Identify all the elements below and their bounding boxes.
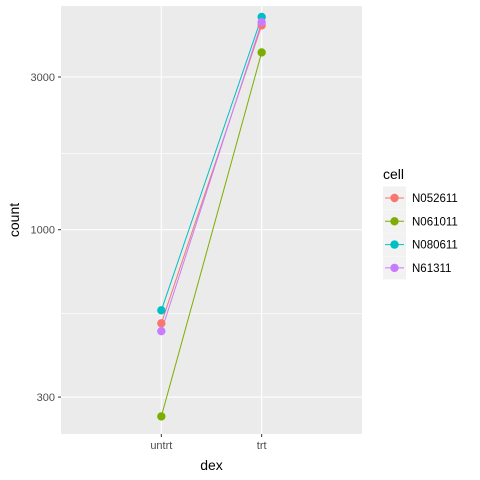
series-lines bbox=[160, 16, 263, 417]
legend-label: N052611 bbox=[412, 193, 458, 205]
legend-key-point bbox=[390, 217, 399, 226]
y-tick-label: 300 bbox=[37, 392, 55, 404]
legend-key-point bbox=[390, 240, 399, 249]
series-line bbox=[160, 52, 263, 417]
series-line bbox=[160, 16, 263, 311]
data-point bbox=[157, 306, 166, 315]
data-point bbox=[157, 412, 166, 421]
y-tick-label: 1000 bbox=[31, 225, 55, 237]
y-tick-label: 3000 bbox=[31, 72, 55, 84]
minor-gridlines bbox=[61, 153, 362, 314]
data-point bbox=[157, 319, 166, 328]
legend-title: cell bbox=[383, 166, 404, 182]
series-points bbox=[157, 12, 266, 421]
data-point bbox=[257, 17, 266, 27]
y-axis-title: count bbox=[6, 203, 22, 237]
legend-label: N061011 bbox=[412, 216, 458, 228]
series-line bbox=[160, 22, 263, 332]
x-axis: untrt trt bbox=[150, 434, 267, 452]
major-gridlines bbox=[61, 6, 362, 434]
legend-key-point bbox=[390, 263, 399, 273]
data-point bbox=[257, 48, 266, 57]
legend-label: N080611 bbox=[412, 240, 458, 252]
x-tick-label: trt bbox=[257, 440, 267, 452]
plot-panel bbox=[61, 6, 362, 434]
x-tick-label: untrt bbox=[150, 440, 172, 452]
legend: cell N052611 N061011 N080611 N61311 bbox=[383, 166, 458, 280]
x-axis-title: dex bbox=[200, 457, 223, 473]
legend-label: N61311 bbox=[412, 263, 451, 275]
legend-key-point bbox=[390, 193, 399, 203]
data-point bbox=[157, 326, 166, 336]
y-axis: 300 1000 3000 bbox=[31, 72, 61, 404]
